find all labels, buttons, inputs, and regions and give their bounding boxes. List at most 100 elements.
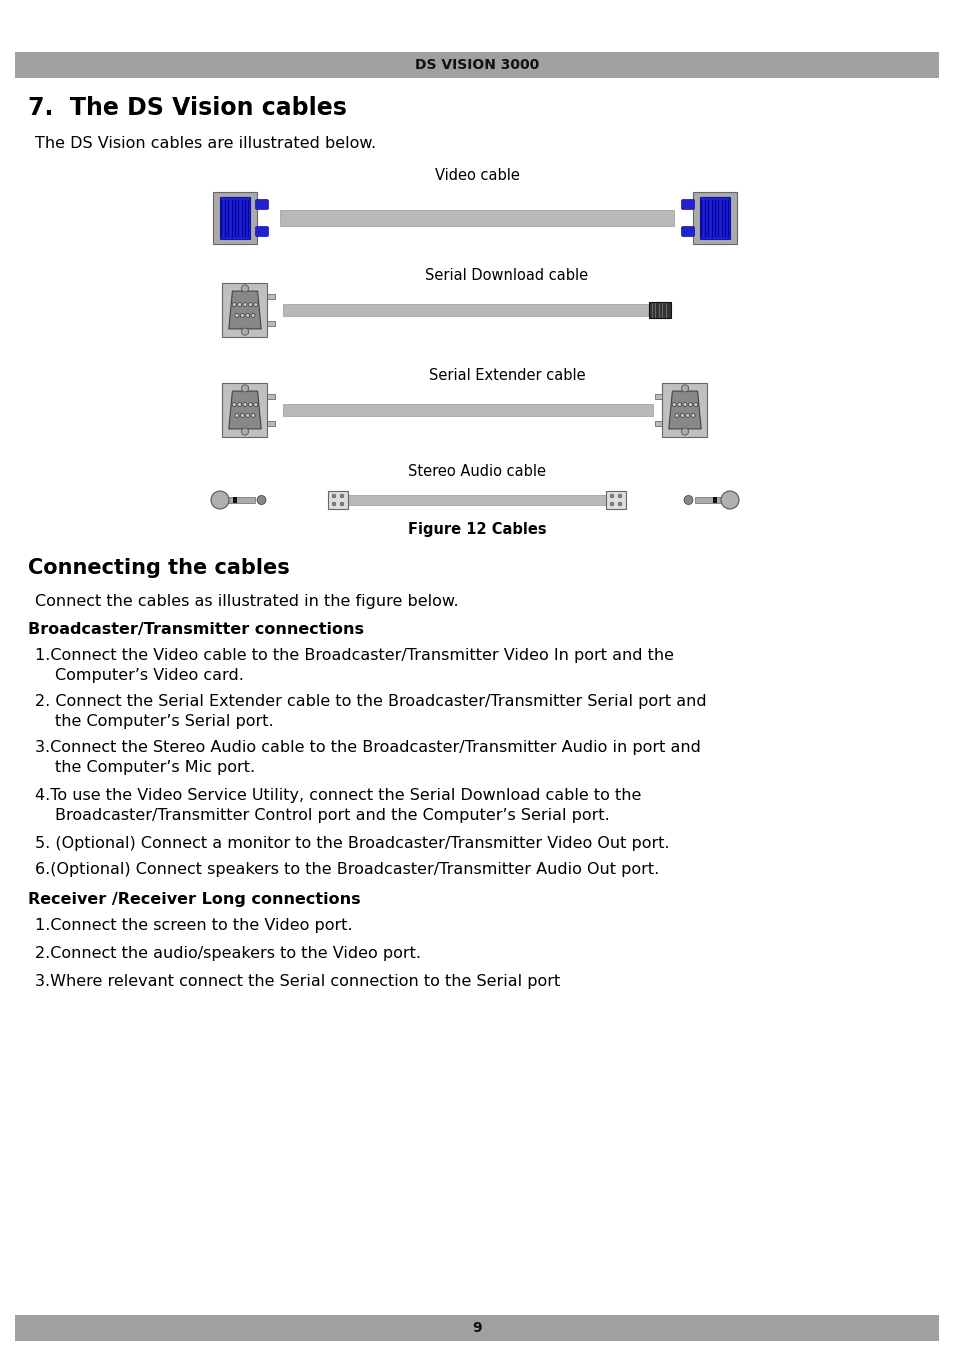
Circle shape	[332, 503, 335, 505]
Circle shape	[232, 302, 236, 306]
FancyBboxPatch shape	[680, 199, 694, 210]
Circle shape	[234, 413, 238, 417]
Circle shape	[618, 495, 621, 497]
Circle shape	[240, 413, 244, 417]
Bar	[220, 196, 250, 238]
Bar	[695, 497, 722, 503]
Bar	[649, 302, 670, 318]
Bar	[283, 304, 647, 316]
Circle shape	[248, 302, 253, 306]
Circle shape	[248, 402, 253, 406]
Circle shape	[240, 313, 244, 317]
Text: 1.Connect the Video cable to the Broadcaster/Transmitter Video In port and the: 1.Connect the Video cable to the Broadca…	[35, 648, 673, 663]
Text: Stereo Audio cable: Stereo Audio cable	[408, 463, 545, 480]
Text: 4.To use the Video Service Utility, connect the Serial Download cable to the: 4.To use the Video Service Utility, conn…	[35, 789, 640, 804]
Circle shape	[243, 302, 247, 306]
Circle shape	[241, 328, 249, 335]
Text: 5. (Optional) Connect a monitor to the Broadcaster/Transmitter Video Out port.: 5. (Optional) Connect a monitor to the B…	[35, 836, 669, 851]
Circle shape	[253, 302, 257, 306]
Text: the Computer’s Mic port.: the Computer’s Mic port.	[55, 760, 254, 775]
FancyBboxPatch shape	[680, 226, 694, 237]
Text: 3.Connect the Stereo Audio cable to the Broadcaster/Transmitter Audio in port an: 3.Connect the Stereo Audio cable to the …	[35, 740, 700, 755]
FancyBboxPatch shape	[255, 199, 268, 210]
Bar	[655, 394, 661, 400]
Bar	[712, 497, 717, 503]
Polygon shape	[229, 392, 261, 430]
Circle shape	[680, 428, 688, 435]
Bar	[267, 394, 274, 400]
Bar	[267, 294, 274, 299]
Polygon shape	[229, 291, 261, 329]
Text: Broadcaster/Transmitter Control port and the Computer’s Serial port.: Broadcaster/Transmitter Control port and…	[55, 808, 609, 822]
Circle shape	[251, 313, 254, 317]
Circle shape	[340, 503, 343, 505]
Circle shape	[246, 313, 250, 317]
Circle shape	[674, 413, 679, 417]
Bar	[213, 192, 256, 244]
Text: 6.(Optional) Connect speakers to the Broadcaster/Transmitter Audio Out port.: 6.(Optional) Connect speakers to the Bro…	[35, 862, 659, 877]
Circle shape	[680, 385, 688, 392]
Text: 7.  The DS Vision cables: 7. The DS Vision cables	[28, 96, 347, 121]
Text: DS VISION 3000: DS VISION 3000	[415, 58, 538, 72]
Text: 2.Connect the audio/speakers to the Video port.: 2.Connect the audio/speakers to the Vide…	[35, 946, 420, 961]
Circle shape	[256, 496, 266, 504]
Bar	[605, 491, 625, 509]
Text: 3.Where relevant connect the Serial connection to the Serial port: 3.Where relevant connect the Serial conn…	[35, 974, 559, 989]
Text: Connect the cables as illustrated in the figure below.: Connect the cables as illustrated in the…	[35, 593, 458, 608]
FancyBboxPatch shape	[255, 226, 268, 237]
Bar	[280, 210, 673, 226]
Bar	[283, 404, 652, 416]
Circle shape	[693, 402, 697, 406]
Circle shape	[253, 402, 257, 406]
Circle shape	[243, 402, 247, 406]
Text: the Computer’s Serial port.: the Computer’s Serial port.	[55, 714, 274, 729]
Circle shape	[685, 413, 689, 417]
Text: Computer’s Video card.: Computer’s Video card.	[55, 668, 244, 683]
Circle shape	[241, 285, 249, 291]
Circle shape	[246, 413, 250, 417]
Circle shape	[340, 495, 343, 497]
Bar	[692, 192, 737, 244]
Text: Serial Download cable: Serial Download cable	[425, 268, 588, 283]
Circle shape	[241, 428, 249, 435]
Bar	[267, 421, 274, 427]
Circle shape	[672, 402, 676, 406]
Text: Figure 12 Cables: Figure 12 Cables	[407, 522, 546, 537]
Circle shape	[237, 302, 241, 306]
Bar	[267, 321, 274, 327]
Circle shape	[610, 503, 613, 505]
Circle shape	[251, 413, 254, 417]
Bar	[328, 491, 348, 509]
Text: 2. Connect the Serial Extender cable to the Broadcaster/Transmitter Serial port : 2. Connect the Serial Extender cable to …	[35, 694, 706, 709]
Circle shape	[610, 495, 613, 497]
Circle shape	[211, 491, 229, 509]
Bar	[227, 497, 254, 503]
Bar	[233, 497, 236, 503]
Text: Video cable: Video cable	[435, 168, 518, 183]
Bar	[15, 1314, 938, 1341]
Circle shape	[618, 503, 621, 505]
Bar	[222, 383, 267, 438]
Circle shape	[234, 313, 238, 317]
Text: Serial Extender cable: Serial Extender cable	[428, 369, 585, 383]
Circle shape	[679, 413, 683, 417]
Text: Broadcaster/Transmitter connections: Broadcaster/Transmitter connections	[28, 622, 364, 637]
Circle shape	[688, 402, 692, 406]
Circle shape	[237, 402, 241, 406]
Circle shape	[677, 402, 680, 406]
Circle shape	[332, 495, 335, 497]
Bar	[700, 196, 729, 238]
Circle shape	[232, 402, 236, 406]
Bar	[348, 495, 605, 505]
Text: 9: 9	[472, 1321, 481, 1335]
Text: The DS Vision cables are illustrated below.: The DS Vision cables are illustrated bel…	[35, 136, 375, 150]
Bar	[222, 283, 267, 337]
Text: Receiver /Receiver Long connections: Receiver /Receiver Long connections	[28, 892, 360, 906]
Bar	[655, 421, 661, 427]
Bar	[15, 51, 938, 79]
Circle shape	[720, 491, 739, 509]
Circle shape	[683, 496, 692, 504]
Polygon shape	[668, 392, 700, 430]
Circle shape	[241, 385, 249, 392]
Text: Connecting the cables: Connecting the cables	[28, 558, 290, 579]
